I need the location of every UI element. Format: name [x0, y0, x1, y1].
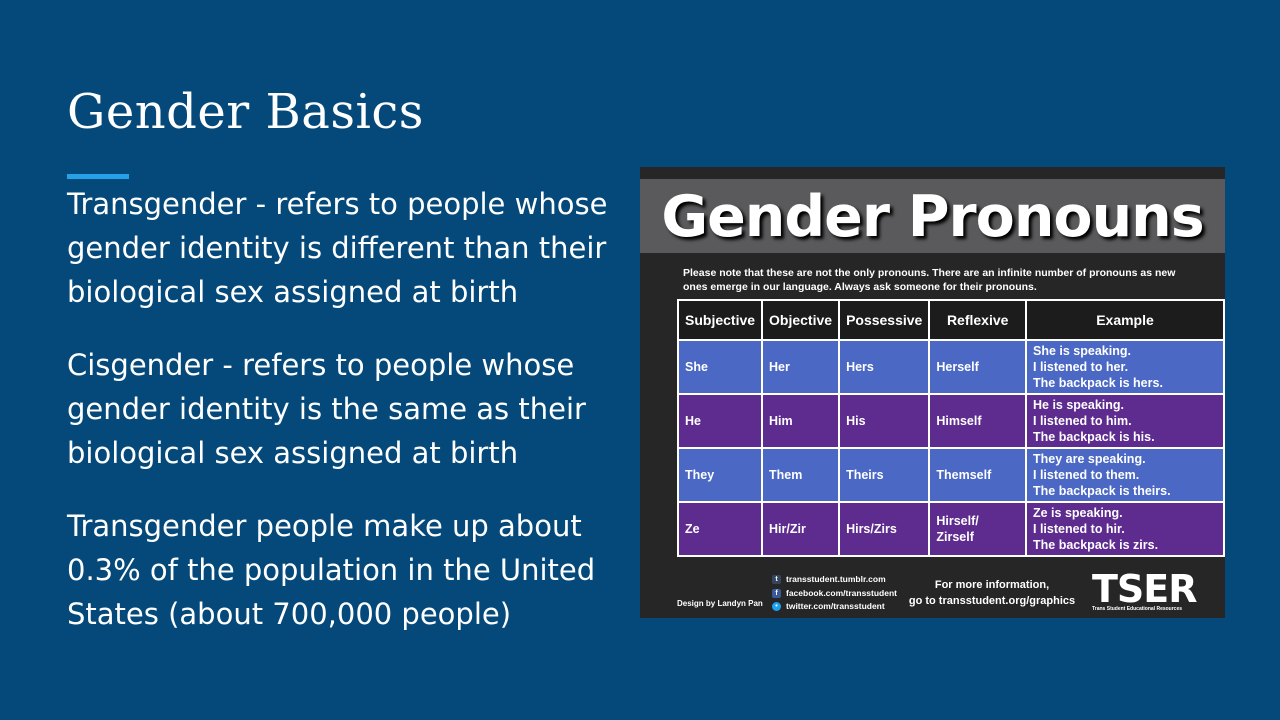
cell-subjective: She	[676, 339, 764, 395]
cell-objective: Hir/Zir	[761, 501, 841, 557]
example-line: They are speaking.	[1033, 452, 1146, 466]
tumblr-icon: t	[772, 575, 781, 585]
cell-subjective: He	[676, 393, 764, 449]
cell-possessive: Theirs	[838, 447, 931, 503]
cell-subjective: They	[676, 447, 764, 503]
cell-reflexive: Himself	[928, 393, 1027, 449]
cell-objective: Her	[761, 339, 841, 395]
social-links: t transstudent.tumblr.com f facebook.com…	[772, 573, 897, 614]
header-reflexive: Reflexive	[928, 299, 1027, 341]
cell-possessive: Hers	[838, 339, 931, 395]
cell-objective: Him	[761, 393, 841, 449]
social-row-tumblr: t transstudent.tumblr.com	[772, 573, 897, 587]
paragraph-transgender: Transgender - refers to people whose gen…	[67, 187, 608, 309]
infographic-title: Gender Pronouns	[661, 184, 1204, 250]
example-line: I listened to them.	[1033, 468, 1140, 482]
example-line: I listened to hir.	[1033, 522, 1125, 536]
tser-logo: TSER	[1092, 567, 1198, 611]
table-row: Ze Hir/Zir Hirs/Zirs Hirself/ Zirself Ze…	[676, 501, 1225, 557]
social-text: twitter.com/transstudent	[786, 601, 885, 611]
header-example: Example	[1025, 299, 1225, 341]
cell-example: She is speaking. I listened to her. The …	[1025, 339, 1225, 395]
pronoun-table: Subjective Objective Possessive Reflexiv…	[676, 299, 1225, 557]
example-line: The backpack is hers.	[1033, 376, 1163, 390]
example-line: The backpack is zirs.	[1033, 538, 1159, 552]
example-line: The backpack is his.	[1033, 430, 1155, 444]
more-info-line2: go to transstudent.org/graphics	[908, 595, 1076, 607]
cell-reflexive: Herself	[928, 339, 1027, 395]
header-objective: Objective	[761, 299, 841, 341]
title-underline	[67, 174, 129, 179]
example-line: The backpack is theirs.	[1033, 484, 1171, 498]
slide-title: Gender Basics	[67, 84, 424, 140]
slide-body: Transgender - refers to people whose gen…	[67, 182, 627, 665]
tser-logo-subtext: Trans Student Educational Resources	[1092, 606, 1183, 612]
example-line: She is speaking.	[1033, 344, 1131, 358]
table-row: They Them Theirs Themself They are speak…	[676, 447, 1225, 503]
cell-possessive: His	[838, 393, 931, 449]
more-info-line1: For more information,	[934, 579, 1050, 591]
gender-pronouns-infographic: Gender Pronouns Please note that these a…	[640, 167, 1225, 618]
cell-reflexive: Hirself/ Zirself	[928, 501, 1027, 557]
social-text: facebook.com/transstudent	[786, 587, 897, 598]
cell-reflexive: Themself	[928, 447, 1027, 503]
social-text: transstudent.tumblr.com	[786, 574, 886, 584]
social-row-facebook: f facebook.com/transstudent	[772, 587, 897, 601]
cell-example: He is speaking. I listened to him. The b…	[1025, 393, 1225, 449]
twitter-icon: •	[772, 602, 781, 612]
social-row-twitter: • twitter.com/transstudent	[772, 600, 897, 614]
header-possessive: Possessive	[838, 299, 931, 341]
paragraph-population: Transgender people make up about 0.3% of…	[67, 509, 596, 631]
infographic-note: Please note that these are not the only …	[683, 267, 1176, 293]
cell-subjective: Ze	[676, 501, 764, 557]
table-header-row: Subjective Objective Possessive Reflexiv…	[676, 299, 1225, 341]
infographic-header: Gender Pronouns	[640, 179, 1225, 253]
cell-objective: Them	[761, 447, 841, 503]
example-line: Ze is speaking.	[1033, 506, 1123, 520]
paragraph-cisgender: Cisgender - refers to people whose gende…	[67, 348, 586, 470]
example-line: He is speaking.	[1033, 398, 1125, 412]
cell-example: Ze is speaking. I listened to hir. The b…	[1025, 501, 1225, 557]
table-row: He Him His Himself He is speaking. I lis…	[676, 393, 1225, 449]
example-line: I listened to her.	[1033, 360, 1129, 374]
design-credit: Design by Landyn Pan	[677, 599, 763, 608]
more-info: For more information, go to transstudent…	[908, 577, 1076, 609]
cell-example: They are speaking. I listened to them. T…	[1025, 447, 1225, 503]
table-row: She Her Hers Herself She is speaking. I …	[676, 339, 1225, 395]
header-subjective: Subjective	[676, 299, 764, 341]
cell-possessive: Hirs/Zirs	[838, 501, 931, 557]
example-line: I listened to him.	[1033, 414, 1132, 428]
facebook-icon: f	[772, 588, 781, 598]
